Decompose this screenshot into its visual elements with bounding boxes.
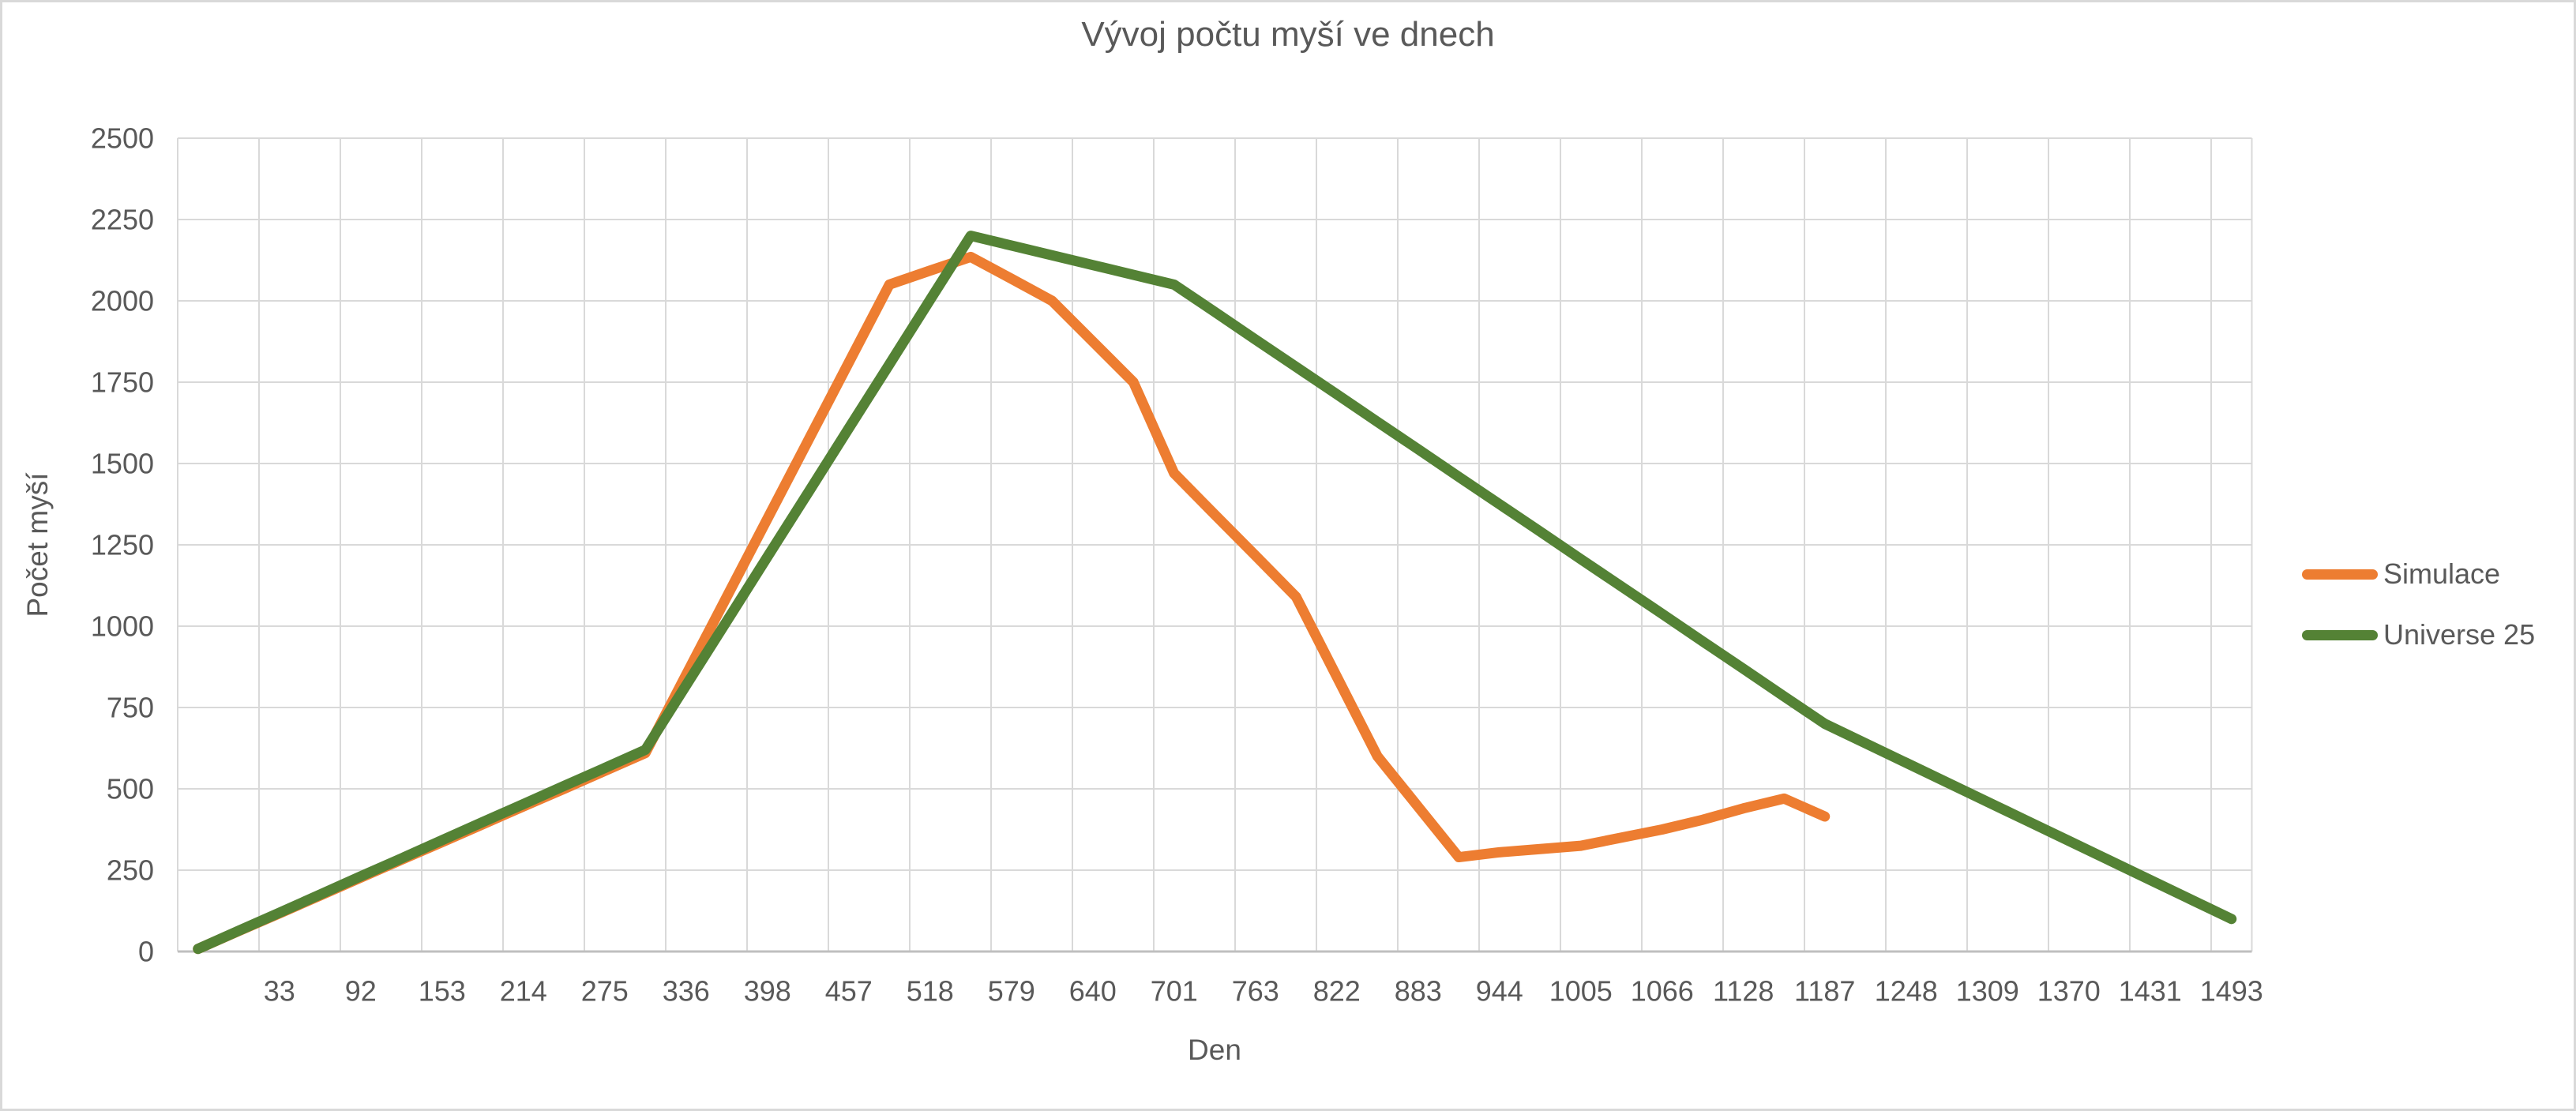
x-tick-label: 153 (419, 975, 466, 1008)
legend-line-swatch-universe-25 (2302, 629, 2378, 640)
legend-item-simulace: Simulace (2302, 557, 2501, 590)
x-tick-label: 457 (825, 975, 873, 1008)
x-tick-label: 701 (1151, 975, 1198, 1008)
y-axis-title: Počet myší (21, 472, 54, 617)
y-tick-label: 1500 (91, 448, 154, 480)
x-axis-title: Den (1188, 1034, 1241, 1066)
legend-label-simulace: Simulace (2383, 557, 2501, 590)
series-line-universe-25 (193, 231, 2237, 955)
chart-title: Vývoj počtu myší ve dnech (1081, 15, 1495, 54)
legend-line-swatch-simulace (2302, 569, 2378, 580)
x-tick-label: 579 (988, 975, 1035, 1008)
y-tick-label: 2500 (91, 122, 154, 155)
legend-label-universe-25: Universe 25 (2383, 618, 2536, 651)
x-tick-label: 275 (581, 975, 629, 1008)
x-tick-label: 518 (907, 975, 954, 1008)
x-tick-label: 1370 (2037, 975, 2101, 1008)
y-tick-label: 1750 (91, 366, 154, 399)
x-tick-label: 1493 (2200, 975, 2263, 1008)
x-tick-label: 1187 (1794, 975, 1855, 1008)
y-tick-label: 0 (138, 936, 154, 968)
x-tick-label: 1309 (1956, 975, 2019, 1008)
x-tick-label: 398 (744, 975, 791, 1008)
x-tick-label: 336 (663, 975, 710, 1008)
x-tick-label: 1005 (1549, 975, 1613, 1008)
x-tick-label: 883 (1395, 975, 1442, 1008)
x-tick-label: 1066 (1631, 975, 1694, 1008)
y-tick-label: 750 (107, 692, 154, 724)
x-tick-label: 1128 (1713, 975, 1774, 1008)
x-tick-label: 1248 (1875, 975, 1938, 1008)
x-tick-label: 763 (1232, 975, 1279, 1008)
y-tick-label: 500 (107, 773, 154, 805)
x-tick-label: 214 (500, 975, 547, 1008)
y-tick-label: 250 (107, 854, 154, 887)
x-tick-label: 640 (1069, 975, 1117, 1008)
y-tick-label: 1000 (91, 610, 154, 643)
x-tick-label: 822 (1313, 975, 1361, 1008)
legend-item-universe-25: Universe 25 (2302, 618, 2536, 651)
y-tick-label: 1250 (91, 529, 154, 561)
x-tick-label: 944 (1476, 975, 1523, 1008)
y-tick-label: 2250 (91, 204, 154, 236)
x-tick-label: 33 (264, 975, 295, 1008)
x-tick-label: 1431 (2119, 975, 2182, 1008)
y-tick-label: 2000 (91, 285, 154, 317)
x-tick-label: 92 (345, 975, 377, 1008)
